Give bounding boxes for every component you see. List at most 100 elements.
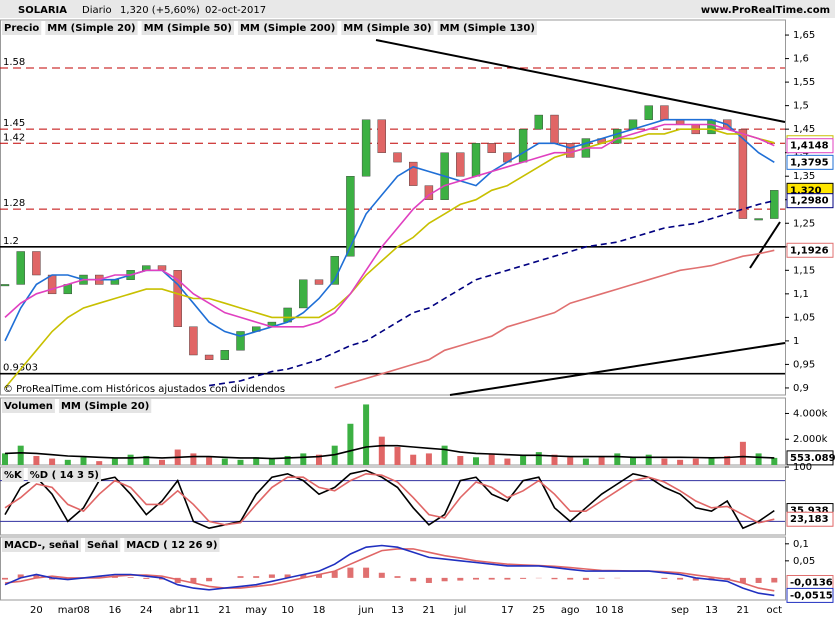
last-value-box: [786, 587, 834, 603]
x-tick-label: 21: [218, 605, 231, 616]
last-price: 1,320 (+5,60%): [120, 5, 200, 16]
trend-line: [375, 39, 786, 123]
legend-item: MM (Simple 20): [61, 401, 149, 412]
candle: [377, 119, 386, 153]
series-line: [4, 544, 775, 597]
bar: [378, 436, 385, 465]
bar: [49, 458, 56, 465]
legend-bg: [2, 538, 81, 552]
bar: [488, 453, 495, 465]
bar: [567, 577, 574, 580]
bar: [488, 577, 495, 580]
bar: [33, 455, 40, 465]
x-tick-label: 17: [501, 605, 514, 616]
y-tick-label: 2.000k: [793, 434, 828, 445]
bar: [206, 577, 213, 582]
x-tick-label: 10: [595, 605, 608, 616]
series-line: [4, 128, 775, 389]
last-value-label: -0,0136: [790, 577, 833, 588]
bar: [96, 461, 103, 465]
last-value-box: [786, 154, 834, 170]
legend-item: MACD-, señal: [4, 540, 79, 551]
bar: [143, 455, 150, 465]
bar: [253, 457, 260, 465]
series-line: [4, 444, 775, 460]
x-tick-label: 10: [281, 605, 294, 616]
panel: [0, 466, 786, 536]
bar: [425, 577, 432, 583]
bar: [159, 459, 165, 465]
bar: [394, 576, 401, 578]
x-tick-label: 18: [313, 605, 326, 616]
candle: [173, 270, 182, 327]
bar: [457, 455, 464, 465]
last-value-label: 1,320: [790, 185, 822, 196]
bar: [174, 577, 181, 583]
bar: [771, 577, 778, 583]
bar: [253, 576, 260, 578]
bar: [567, 457, 574, 465]
x-tick-label: 21: [737, 605, 750, 616]
level-label: 1.28: [3, 198, 25, 209]
bar: [190, 453, 197, 465]
y-tick-label: 1,5: [793, 101, 809, 112]
bar: [268, 574, 275, 578]
y-tick-label: 0,9: [793, 383, 809, 394]
legend-item: MM (Simple 50): [144, 23, 232, 34]
candle: [204, 354, 214, 360]
bar: [363, 404, 370, 465]
candle: [534, 114, 543, 130]
y-tick-label: 1: [793, 336, 799, 347]
y-tick-label: 100: [793, 462, 812, 473]
level-label: 1.58: [3, 57, 25, 68]
bar: [49, 577, 56, 580]
y-tick-label: 1,35: [793, 171, 815, 182]
last-value-box: [786, 511, 834, 527]
y-tick-label: 1,55: [793, 77, 815, 88]
bar: [692, 577, 699, 581]
y-tick-label: 4.000k: [793, 408, 828, 419]
bar: [598, 455, 605, 465]
bar: [300, 574, 307, 578]
bar: [504, 458, 511, 465]
candle: [47, 274, 57, 295]
candle: [660, 105, 669, 120]
bar: [457, 577, 464, 581]
bar: [80, 457, 87, 465]
candle: [361, 119, 371, 177]
bar: [520, 455, 527, 465]
candle: [220, 350, 230, 360]
bar: [677, 459, 684, 465]
trend-line: [449, 342, 786, 396]
bar: [724, 455, 731, 465]
bar: [190, 577, 197, 583]
level-label: 1.45: [3, 118, 25, 129]
x-tick-label: may: [245, 605, 267, 616]
bar: [692, 458, 699, 465]
x-tick-label: 21: [423, 605, 436, 616]
y-tick-label: 0,05: [793, 556, 815, 567]
legend-bg: [141, 21, 234, 35]
legend-bg: [124, 538, 220, 552]
level-label: 1.2: [3, 236, 19, 247]
legend-bg: [2, 21, 42, 35]
candle: [754, 218, 763, 221]
bar: [582, 577, 589, 580]
bar: [551, 454, 558, 465]
bar: [708, 457, 715, 465]
y-tick-label: 1,1: [793, 289, 809, 300]
legend-bg: [45, 21, 138, 35]
last-value-label: 1,4148: [790, 141, 829, 152]
note: © ProRealTime.com Históricos ajustados c…: [3, 383, 285, 395]
x-tick-label: jun: [357, 605, 373, 616]
bar: [661, 577, 668, 579]
x-tick-label: 25: [532, 605, 545, 616]
candle: [456, 152, 465, 177]
bar: [347, 423, 354, 465]
bar: [582, 458, 589, 465]
bar: [127, 577, 134, 578]
x-tick-label: 18: [611, 605, 624, 616]
legend-item: Volumen: [4, 401, 53, 412]
legend-item: MM (Simple 30): [343, 23, 431, 34]
